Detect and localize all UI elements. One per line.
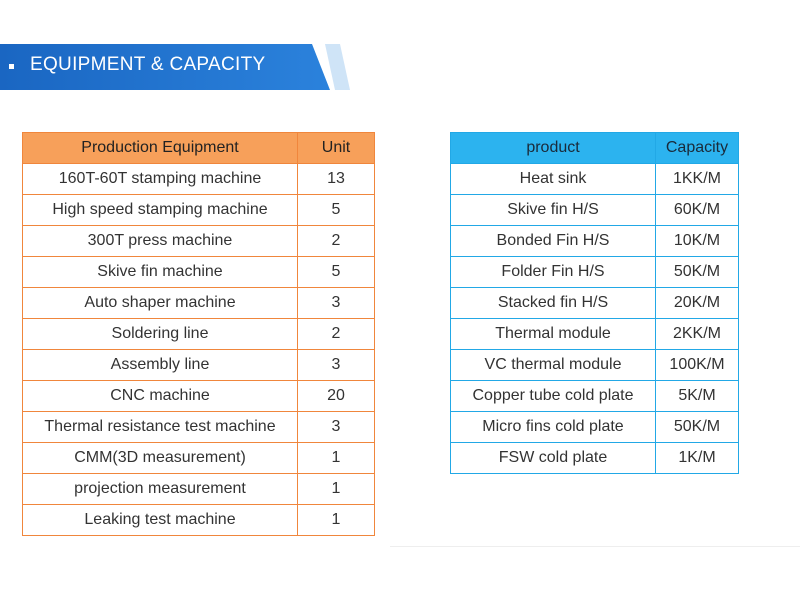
section-banner: EQUIPMENT & CAPACITY <box>0 44 350 90</box>
capacity-name-cell: VC thermal module <box>450 349 656 381</box>
equipment-header-unit: Unit <box>297 132 375 164</box>
equipment-header-row: Production Equipment Unit <box>22 132 375 164</box>
capacity-name-cell: Thermal module <box>450 318 656 350</box>
equipment-value-cell: 3 <box>297 349 375 381</box>
capacity-header-row: product Capacity <box>450 132 739 164</box>
capacity-value-cell: 5K/M <box>655 380 739 412</box>
capacity-value-cell: 100K/M <box>655 349 739 381</box>
equipment-value-cell: 3 <box>297 411 375 443</box>
equipment-name-cell: CMM(3D measurement) <box>22 442 298 474</box>
table-row: Copper tube cold plate 5K/M <box>450 380 739 412</box>
table-row: Heat sink 1KK/M <box>450 163 739 195</box>
equipment-value-cell: 13 <box>297 163 375 195</box>
equipment-value-cell: 1 <box>297 442 375 474</box>
equipment-value-cell: 1 <box>297 504 375 536</box>
table-row: FSW cold plate 1K/M <box>450 442 739 474</box>
equipment-name-cell: projection measurement <box>22 473 298 505</box>
table-row: Skive fin machine 5 <box>22 256 375 288</box>
capacity-table: product Capacity Heat sink 1KK/M Skive fin… <box>450 132 739 474</box>
page-title: EQUIPMENT & CAPACITY <box>30 54 266 75</box>
equipment-value-cell: 2 <box>297 225 375 257</box>
equipment-table: Production Equipment Unit 160T-60T stamp… <box>22 132 375 536</box>
table-row: Soldering line 2 <box>22 318 375 350</box>
equipment-value-cell: 3 <box>297 287 375 319</box>
capacity-name-cell: Bonded Fin H/S <box>450 225 656 257</box>
banner-background <box>0 44 350 90</box>
equipment-value-cell: 5 <box>297 256 375 288</box>
equipment-name-cell: Thermal resistance test machine <box>22 411 298 443</box>
equipment-name-cell: Auto shaper machine <box>22 287 298 319</box>
capacity-value-cell: 50K/M <box>655 256 739 288</box>
bullet-icon <box>9 64 14 69</box>
equipment-name-cell: Skive fin machine <box>22 256 298 288</box>
capacity-name-cell: Skive fin H/S <box>450 194 656 226</box>
capacity-value-cell: 10K/M <box>655 225 739 257</box>
capacity-name-cell: Micro fins cold plate <box>450 411 656 443</box>
table-row: VC thermal module 100K/M <box>450 349 739 381</box>
table-row: Assembly line 3 <box>22 349 375 381</box>
table-row: Folder Fin H/S 50K/M <box>450 256 739 288</box>
equipment-value-cell: 2 <box>297 318 375 350</box>
capacity-value-cell: 1KK/M <box>655 163 739 195</box>
equipment-name-cell: 300T press machine <box>22 225 298 257</box>
table-row: Bonded Fin H/S 10K/M <box>450 225 739 257</box>
table-row: Skive fin H/S 60K/M <box>450 194 739 226</box>
table-row: CNC machine 20 <box>22 380 375 412</box>
table-row: Micro fins cold plate 50K/M <box>450 411 739 443</box>
equipment-name-cell: Leaking test machine <box>22 504 298 536</box>
table-row: Thermal resistance test machine 3 <box>22 411 375 443</box>
capacity-name-cell: Stacked fin H/S <box>450 287 656 319</box>
table-row: Auto shaper machine 3 <box>22 287 375 319</box>
table-row: High speed stamping machine 5 <box>22 194 375 226</box>
equipment-name-cell: Assembly line <box>22 349 298 381</box>
table-row: Thermal module 2KK/M <box>450 318 739 350</box>
equipment-header-name: Production Equipment <box>22 132 298 164</box>
equipment-name-cell: Soldering line <box>22 318 298 350</box>
capacity-header-product: product <box>450 132 656 164</box>
table-row: 300T press machine 2 <box>22 225 375 257</box>
capacity-value-cell: 1K/M <box>655 442 739 474</box>
capacity-header-capacity: Capacity <box>655 132 739 164</box>
capacity-value-cell: 2KK/M <box>655 318 739 350</box>
equipment-name-cell: High speed stamping machine <box>22 194 298 226</box>
table-row: CMM(3D measurement) 1 <box>22 442 375 474</box>
table-row: Stacked fin H/S 20K/M <box>450 287 739 319</box>
capacity-name-cell: Copper tube cold plate <box>450 380 656 412</box>
equipment-value-cell: 5 <box>297 194 375 226</box>
capacity-value-cell: 50K/M <box>655 411 739 443</box>
capacity-name-cell: Folder Fin H/S <box>450 256 656 288</box>
capacity-value-cell: 20K/M <box>655 287 739 319</box>
capacity-name-cell: Heat sink <box>450 163 656 195</box>
equipment-value-cell: 1 <box>297 473 375 505</box>
capacity-name-cell: FSW cold plate <box>450 442 656 474</box>
capacity-value-cell: 60K/M <box>655 194 739 226</box>
equipment-name-cell: CNC machine <box>22 380 298 412</box>
divider <box>390 546 800 547</box>
table-row: 160T-60T stamping machine 13 <box>22 163 375 195</box>
table-row: Leaking test machine 1 <box>22 504 375 536</box>
equipment-value-cell: 20 <box>297 380 375 412</box>
equipment-name-cell: 160T-60T stamping machine <box>22 163 298 195</box>
table-row: projection measurement 1 <box>22 473 375 505</box>
